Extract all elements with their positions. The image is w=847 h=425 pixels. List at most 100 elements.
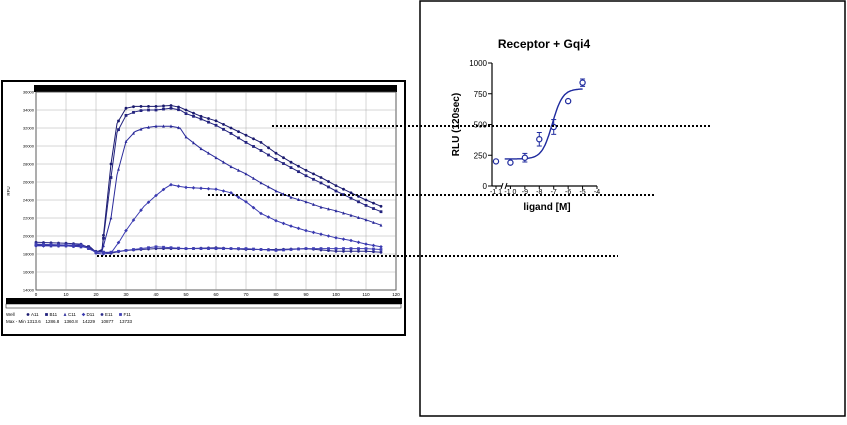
data-point-F11 [162, 245, 165, 249]
data-point-F11 [72, 243, 75, 247]
data-point-B11 [327, 185, 330, 189]
legend-item-C11: C11 1360.8 [63, 312, 78, 324]
legend-marker-A11 [26, 313, 30, 316]
y-tick-label: 16000 [23, 270, 35, 275]
data-point-B11 [364, 204, 368, 207]
data-point-B11 [267, 153, 270, 157]
y-tick-label: 32000 [23, 126, 35, 131]
data-point-A11 [244, 133, 248, 137]
x-tick-label: 60 [213, 292, 219, 297]
data-point-F11 [199, 247, 203, 250]
data-point-F11 [64, 243, 68, 247]
data-point-B11 [237, 136, 240, 140]
data-point-C11 [304, 200, 308, 204]
data-point-A11 [147, 105, 150, 108]
data-point-D11 [41, 244, 46, 248]
data-point-D11 [154, 193, 158, 198]
legend-marker-B11 [45, 313, 48, 316]
data-point-B11 [342, 193, 345, 196]
data-point-A11 [192, 111, 195, 115]
legend-marker-C11 [63, 312, 67, 316]
data-point-D11 [266, 215, 271, 219]
x-tick-label: 110 [362, 292, 370, 297]
data-point-D11 [364, 242, 368, 246]
data-point-F11 [312, 247, 315, 250]
legend-item-B11: B11 1286.8 [45, 312, 60, 324]
y-axis-label: RFU [6, 186, 11, 195]
data-point-B11 [132, 111, 135, 114]
data-point-E11 [349, 249, 353, 253]
series-F11 [34, 242, 383, 254]
data-point-B11 [259, 149, 263, 152]
legend-well-name: B11 [50, 312, 58, 317]
data-point-B11 [349, 196, 353, 200]
data-point-D11 [116, 240, 121, 245]
data-point-A11 [117, 119, 120, 123]
x-tick-label: 0 [35, 292, 38, 297]
x-tick-label: -1 1 [490, 189, 502, 196]
toolbar-bar-top [34, 85, 397, 92]
data-point-F11 [357, 247, 360, 250]
legend-well-name: F11 [124, 312, 132, 317]
x-tick-label: 80 [273, 292, 279, 297]
data-point-A11 [312, 172, 315, 176]
data-point-C11 [222, 160, 225, 164]
y-tick-label: 34000 [23, 108, 35, 113]
data-point-A11 [162, 104, 165, 108]
data-point-F11 [237, 247, 240, 250]
fit-curve [504, 88, 583, 160]
data-point-D11 [169, 182, 173, 187]
legend-maxmin-value: 14229 [83, 319, 96, 324]
data-point-A11 [319, 176, 323, 179]
data-point-E11 [357, 249, 360, 253]
data-point-C11 [184, 135, 188, 139]
data-point-C11 [342, 211, 345, 215]
data-point-A11 [252, 137, 255, 141]
data-point [521, 154, 529, 161]
dose-response-chart: Receptor + Gqi402505007501000RLU (120sec… [451, 37, 600, 213]
data-point-F11 [342, 247, 345, 250]
dose-response-panel [419, 0, 846, 417]
kinetic-trace-chart: 0 10 20 30 40 50 60 70 80 90 100 110 120 14000 16000 18… [6, 90, 400, 298]
data-point-D11 [184, 185, 188, 190]
data-point-C11 [319, 205, 323, 209]
data-point-D11 [356, 240, 361, 245]
data-point-C11 [177, 125, 180, 130]
data-point-B11 [379, 210, 383, 214]
data-point-D11 [274, 218, 278, 223]
data-point-F11 [139, 247, 143, 250]
y-axis-label: RLU (120sec) [451, 93, 462, 156]
data-point-A11 [327, 180, 330, 183]
data-point-F11 [154, 245, 158, 249]
data-point-D11 [221, 189, 226, 193]
data-point-C11 [117, 167, 120, 171]
data-point-A11 [207, 117, 210, 120]
data-point-C11 [102, 243, 105, 248]
y-tick-label: 22000 [23, 216, 35, 221]
data-point-B11 [357, 200, 360, 204]
data-point-A11 [349, 191, 353, 195]
data-point-D11 [101, 252, 106, 256]
data-point-D11 [304, 228, 308, 233]
data-point-F11 [334, 247, 338, 250]
data-point-F11 [79, 243, 83, 247]
data-point-C11 [154, 124, 158, 128]
data-point-C11 [372, 220, 375, 224]
data-point-C11 [274, 189, 278, 193]
data-point-F11 [147, 246, 150, 250]
data-point-C11 [252, 176, 255, 180]
data-point-C11 [267, 185, 270, 189]
legend-maxmin-label: Max - Min [6, 319, 26, 324]
x-tick-label: -6 [565, 189, 571, 196]
data-point-D11 [161, 187, 166, 192]
data-point-F11 [372, 247, 375, 251]
data-point-B11 [274, 158, 278, 161]
data-point-A11 [372, 201, 375, 205]
legend-maxmin-value: 1360.8 [64, 319, 78, 324]
data-point-C11 [169, 124, 173, 128]
data-point-F11 [319, 247, 323, 250]
data-point-B11 [109, 176, 113, 179]
x-tick-label: -9 [522, 189, 528, 196]
